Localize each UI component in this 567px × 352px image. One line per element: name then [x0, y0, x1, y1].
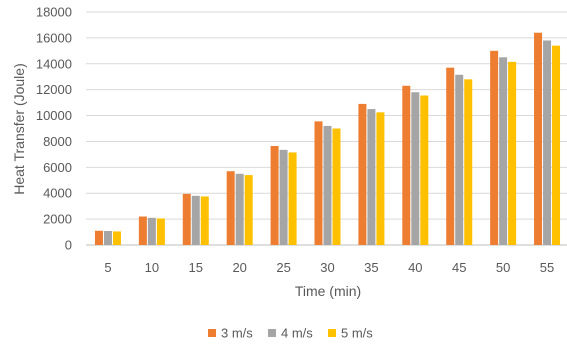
x-tick-label: 50 [496, 260, 510, 275]
bar [402, 85, 411, 246]
legend: 3 m/s 4 m/s 5 m/s [208, 326, 373, 341]
x-tick-label: 30 [320, 260, 334, 275]
bar [464, 79, 473, 245]
legend-label: 3 m/s [221, 326, 253, 341]
bar [235, 173, 244, 245]
bar [156, 218, 165, 245]
legend-swatch [328, 329, 336, 337]
y-tick-label: 2000 [43, 212, 72, 227]
bar [182, 193, 191, 245]
legend-label: 4 m/s [281, 326, 313, 341]
bar [191, 195, 200, 245]
y-tick-label: 10000 [36, 108, 72, 123]
bar [332, 128, 341, 245]
legend-label: 5 m/s [341, 326, 373, 341]
bar [288, 152, 297, 245]
bar [411, 92, 420, 245]
x-tick-label: 40 [408, 260, 422, 275]
y-tick-label: 14000 [36, 56, 72, 71]
y-tick-label: 4000 [43, 186, 72, 201]
bar [376, 112, 385, 245]
bar [279, 149, 288, 245]
y-tick-label: 18000 [36, 5, 72, 20]
x-tick-label: 35 [364, 260, 378, 275]
x-tick-label: 15 [189, 260, 203, 275]
bar [200, 196, 209, 245]
bar [147, 217, 156, 245]
bar [367, 109, 376, 245]
bars [94, 32, 561, 246]
x-tick-label: 20 [232, 260, 246, 275]
bar [552, 45, 561, 246]
bar [138, 216, 147, 245]
bar [490, 50, 499, 246]
x-tick-label: 25 [276, 260, 290, 275]
y-tick-label: 0 [65, 238, 72, 253]
y-tick-label: 12000 [36, 82, 72, 97]
x-tick-label: 55 [540, 260, 554, 275]
bar [226, 171, 235, 245]
x-tick-labels: 5 10 15 20 25 30 35 40 45 50 55 [104, 260, 554, 275]
bar [112, 231, 121, 245]
bar [446, 67, 455, 246]
bar [314, 121, 323, 245]
x-tick-label: 45 [452, 260, 466, 275]
bar [94, 230, 103, 245]
bar [499, 57, 508, 245]
legend-swatch [208, 329, 216, 337]
bar [270, 145, 279, 245]
bar [508, 61, 517, 245]
bar [323, 125, 332, 245]
bar [534, 32, 543, 245]
bar [420, 95, 429, 245]
legend-swatch [268, 329, 276, 337]
y-tick-label: 6000 [43, 160, 72, 175]
x-axis-label: Time (min) [295, 283, 361, 299]
bar [543, 40, 552, 245]
bar [358, 103, 367, 246]
y-tick-label: 16000 [36, 30, 72, 45]
bar [103, 231, 112, 245]
y-axis-label: Heat Transfer (Joule) [11, 63, 27, 195]
y-tick-label: 8000 [43, 134, 72, 149]
bar [455, 74, 464, 246]
x-tick-label: 10 [145, 260, 159, 275]
bar [244, 175, 253, 245]
y-tick-labels: 0 2000 4000 6000 8000 10000 12000 14000 16000 180… [36, 5, 72, 253]
x-tick-label: 5 [104, 260, 111, 275]
